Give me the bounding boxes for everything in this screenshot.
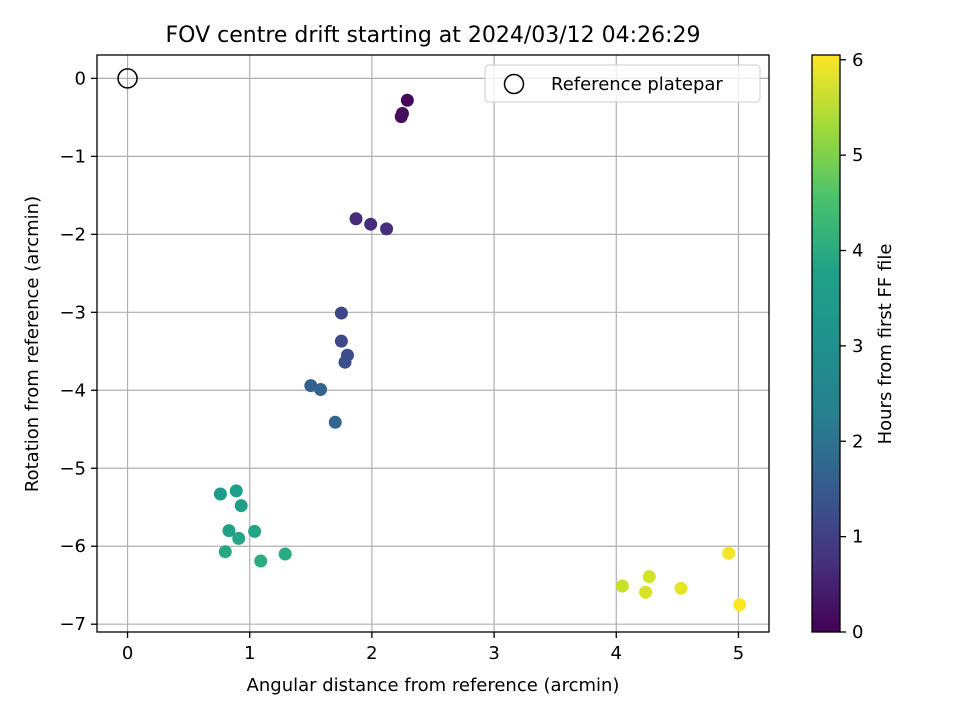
data-point bbox=[232, 531, 246, 545]
x-tick-label: 5 bbox=[733, 643, 744, 664]
data-point bbox=[314, 383, 328, 397]
colorbar-tick-label: 2 bbox=[852, 431, 863, 452]
colorbar-tick-label: 3 bbox=[852, 336, 863, 357]
legend-label: Reference platepar bbox=[551, 74, 723, 95]
data-point bbox=[722, 546, 736, 560]
data-point bbox=[222, 524, 236, 538]
data-point bbox=[349, 212, 363, 226]
data-point bbox=[380, 222, 394, 236]
data-point bbox=[733, 598, 747, 612]
data-point bbox=[328, 415, 342, 429]
colorbar-tick-label: 5 bbox=[852, 145, 863, 166]
x-tick-label: 3 bbox=[488, 643, 499, 664]
data-point bbox=[615, 579, 629, 593]
reference-platepar-marker bbox=[117, 68, 138, 89]
y-axis-ticks: 0 −1 −2 −3 −4 −5 −6 −7 bbox=[59, 68, 97, 635]
legend-box bbox=[484, 64, 761, 103]
x-axis-label: Angular distance from reference (arcmin) bbox=[247, 675, 620, 696]
data-point bbox=[248, 524, 262, 538]
data-point bbox=[364, 217, 378, 231]
colorbar-tick-label: 0 bbox=[852, 622, 863, 643]
colorbar-gradient bbox=[811, 54, 841, 633]
colorbar-tick-label: 6 bbox=[852, 50, 863, 71]
x-tick-label: 4 bbox=[611, 643, 622, 664]
x-tick-label: 2 bbox=[366, 643, 377, 664]
data-point bbox=[338, 355, 352, 369]
y-axis-label: Rotation from reference (arcmin) bbox=[22, 196, 43, 492]
grid bbox=[97, 55, 769, 632]
legend-reference-marker bbox=[503, 73, 525, 95]
data-point bbox=[304, 379, 318, 393]
data-point bbox=[278, 547, 292, 561]
data-point bbox=[334, 306, 348, 320]
data-point bbox=[334, 334, 348, 348]
data-point bbox=[254, 554, 268, 568]
x-tick-label: 1 bbox=[244, 643, 255, 664]
y-tick-label: −6 bbox=[59, 536, 86, 557]
y-tick-label: −5 bbox=[59, 458, 86, 479]
colorbar: 0 1 2 3 4 5 6 Hours from first FF file bbox=[811, 50, 896, 643]
x-tick-label: 0 bbox=[122, 643, 133, 664]
colorbar-tick-label: 4 bbox=[852, 241, 863, 262]
y-tick-label: 0 bbox=[75, 68, 86, 89]
reference-marker-group bbox=[117, 68, 138, 89]
legend: Reference platepar bbox=[484, 64, 761, 103]
y-tick-label: −7 bbox=[59, 614, 86, 635]
data-point bbox=[400, 93, 414, 107]
data-point bbox=[674, 581, 688, 595]
colorbar-ticks: 0 1 2 3 4 5 6 bbox=[840, 50, 863, 643]
data-point bbox=[218, 545, 232, 559]
y-tick-label: −2 bbox=[59, 224, 86, 245]
data-point bbox=[229, 484, 243, 498]
colorbar-label: Hours from first FF file bbox=[875, 244, 896, 445]
y-tick-label: −3 bbox=[59, 302, 86, 323]
data-point bbox=[639, 585, 653, 599]
data-point bbox=[234, 499, 248, 513]
data-point bbox=[213, 487, 227, 501]
data-point bbox=[394, 110, 408, 124]
colorbar-tick-label: 1 bbox=[852, 527, 863, 548]
data-point bbox=[642, 570, 656, 584]
chart-title: FOV centre drift starting at 2024/03/12 … bbox=[166, 23, 701, 48]
plot-frame bbox=[96, 54, 770, 633]
y-tick-label: −4 bbox=[59, 380, 86, 401]
y-tick-label: −1 bbox=[59, 146, 86, 167]
data-points bbox=[213, 93, 747, 612]
x-axis-ticks: 0 1 2 3 4 5 bbox=[122, 632, 744, 664]
